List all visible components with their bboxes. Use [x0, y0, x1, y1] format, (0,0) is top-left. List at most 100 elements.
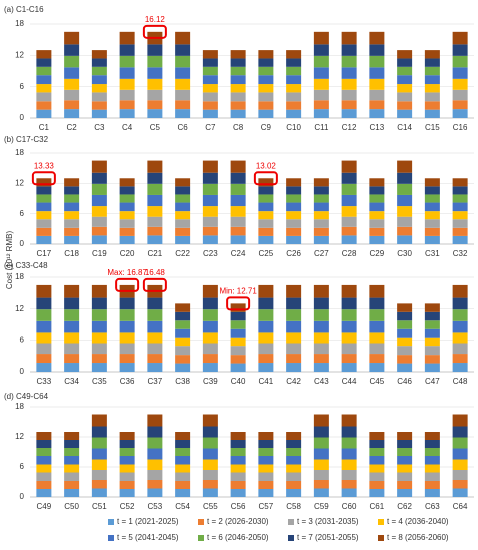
bar-segment	[230, 101, 246, 110]
bar-segment	[397, 216, 413, 227]
x-tick-label: C36	[120, 377, 135, 386]
bar-segment	[286, 58, 302, 67]
bar-segment	[258, 194, 274, 203]
bar-segment	[175, 219, 191, 228]
bar-segment	[91, 284, 107, 298]
bar-segment	[64, 363, 80, 372]
bar-segment	[424, 211, 440, 220]
bar-segment	[397, 235, 413, 244]
bar-segment	[341, 309, 357, 321]
bar-segment	[397, 101, 413, 110]
bar-segment	[230, 328, 246, 338]
x-tick-label: C26	[286, 249, 301, 258]
bar-segment	[119, 31, 135, 45]
x-tick-label: C30	[397, 249, 412, 258]
bar-segment	[369, 332, 385, 344]
bar-segment	[119, 432, 135, 440]
bar-segment	[452, 178, 468, 187]
bar-segment	[36, 202, 52, 212]
bar-segment	[258, 101, 274, 110]
bar-segment	[452, 448, 468, 460]
bar-segment	[175, 448, 191, 456]
legend-swatch	[288, 535, 294, 541]
bar-segment	[64, 89, 80, 101]
bar-segment	[424, 481, 440, 489]
bar-segment	[64, 235, 80, 244]
bar-segment	[119, 55, 135, 68]
bar-segment	[230, 183, 246, 195]
x-tick-label: C23	[203, 249, 218, 258]
bar-segment	[258, 440, 274, 448]
bar-segment	[313, 414, 329, 427]
x-tick-label: C29	[370, 249, 385, 258]
bar-segment	[341, 437, 357, 449]
bar-segment	[119, 109, 135, 118]
bar-segment	[286, 50, 302, 59]
bar-segment	[91, 50, 107, 59]
bar-segment	[91, 75, 107, 85]
bar-segment	[258, 297, 274, 310]
y-axis-label: Cost (10¹² RMB)	[5, 231, 14, 290]
bar-segment	[313, 363, 329, 372]
bar-segment	[397, 464, 413, 473]
bar-segment	[397, 311, 413, 321]
bar-segment	[369, 78, 385, 90]
bar-segment	[36, 235, 52, 244]
bar-segment	[230, 58, 246, 67]
bar-segment	[230, 66, 246, 76]
bar-segment	[202, 160, 218, 173]
bar-segment	[175, 355, 191, 364]
bar-segment	[313, 211, 329, 220]
y-tick-label: 6	[20, 335, 25, 344]
bar-segment	[424, 202, 440, 212]
bar-segment	[202, 363, 218, 372]
bar-segment	[424, 219, 440, 228]
bar-segment	[36, 448, 52, 456]
bar-segment	[147, 480, 163, 489]
bar-segment	[202, 226, 218, 236]
bar-segment	[452, 89, 468, 101]
x-tick-label: C41	[259, 377, 274, 386]
bar-segment	[286, 75, 302, 85]
bar-segment	[397, 50, 413, 59]
x-tick-label: C18	[64, 249, 79, 258]
bar-segment	[175, 481, 191, 489]
bar-segment	[119, 44, 135, 56]
bar-segment	[369, 67, 385, 79]
bar-segment	[91, 488, 107, 497]
annotation-box	[226, 296, 251, 311]
bar-segment	[424, 464, 440, 473]
bar-segment	[286, 440, 302, 448]
bar-segment	[286, 186, 302, 195]
bar-segment	[313, 202, 329, 212]
bar-segment	[424, 320, 440, 329]
y-tick-label: 12	[15, 178, 24, 187]
bar-segment	[91, 160, 107, 173]
x-tick-label: C32	[453, 249, 468, 258]
bar-segment	[341, 160, 357, 173]
bar-segment	[175, 89, 191, 101]
bar-segment	[230, 50, 246, 59]
bar-segment	[119, 320, 135, 333]
bar-segment	[147, 89, 163, 101]
bar-segment	[397, 92, 413, 102]
bar-segment	[341, 235, 357, 244]
bar-segment	[369, 343, 385, 355]
bar-segment	[119, 178, 135, 187]
bar-segment	[452, 194, 468, 203]
bar-segment	[424, 235, 440, 244]
bar-segment	[341, 100, 357, 110]
bar-segment	[341, 448, 357, 460]
bar-segment	[452, 55, 468, 68]
bar-segment	[36, 320, 52, 333]
bar-segment	[452, 332, 468, 344]
bar-segment	[202, 66, 218, 76]
bar-segment	[36, 227, 52, 236]
bar-segment	[147, 343, 163, 355]
bar-segment	[286, 309, 302, 321]
bar-segment	[175, 303, 191, 312]
bar-segment	[91, 470, 107, 480]
bar-segment	[230, 355, 246, 364]
bar-segment	[91, 66, 107, 76]
bar-segment	[258, 58, 274, 67]
